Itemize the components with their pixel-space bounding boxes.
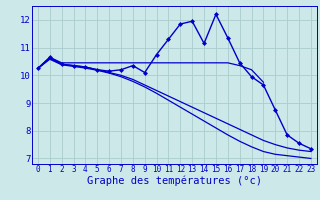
X-axis label: Graphe des températures (°c): Graphe des températures (°c) xyxy=(87,176,262,186)
